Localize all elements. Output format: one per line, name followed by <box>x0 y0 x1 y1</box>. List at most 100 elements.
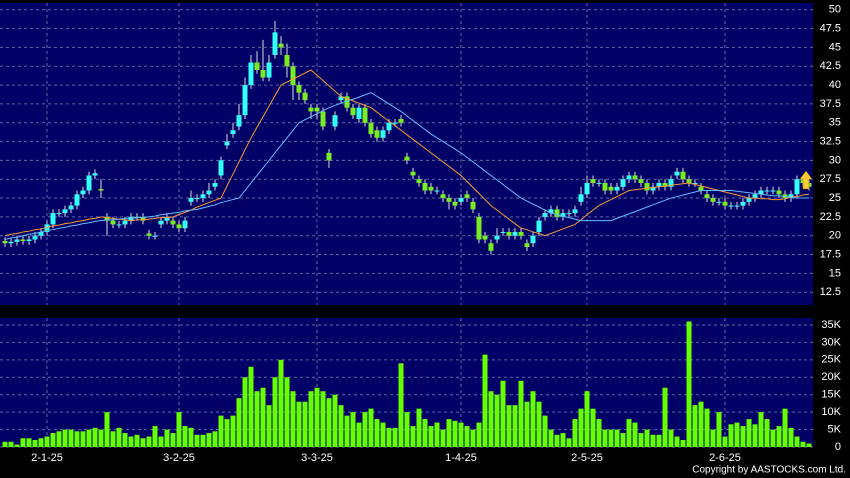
volume-bar <box>8 441 14 447</box>
candle-body <box>458 198 464 202</box>
volume-bar <box>416 408 422 447</box>
candle-body <box>710 198 716 202</box>
candle-body <box>524 243 530 248</box>
volume-bar <box>374 419 380 447</box>
candle-body <box>734 205 740 207</box>
volume-bar <box>248 366 254 447</box>
y-tick-label: 37.5 <box>820 98 841 110</box>
candle-body <box>764 190 770 192</box>
volume-bar <box>200 434 206 447</box>
candle-body <box>626 175 632 180</box>
volume-bar <box>458 422 464 447</box>
volume-bar <box>146 436 152 447</box>
volume-bar <box>26 438 32 447</box>
moving-average-line <box>4 92 809 240</box>
plot-layer: 12.5 15 17.5 20 22.5 25 27.5 30 32.5 35 37.5 40 42.5… <box>0 3 842 464</box>
volume-bar <box>320 391 326 447</box>
candle-body <box>530 235 536 244</box>
x-tick-label: 2-6-25 <box>709 452 741 464</box>
y-tick-label: 12.5 <box>820 286 841 298</box>
volume-bar <box>482 354 488 447</box>
volume-bar <box>500 380 506 447</box>
y-tick-label: 22.5 <box>820 211 841 223</box>
volume-bar <box>752 424 758 447</box>
volume-bar <box>476 422 482 447</box>
volume-bar <box>560 433 566 447</box>
y-tick-label: 5K <box>828 423 842 435</box>
candle-body <box>350 107 356 116</box>
candle-body <box>104 216 110 221</box>
candle-body <box>440 194 446 199</box>
candle-body <box>398 118 404 123</box>
volume-bar <box>224 419 230 447</box>
volume-bar <box>704 408 710 447</box>
candle-body <box>500 231 506 233</box>
volume-bar <box>260 387 266 447</box>
candle-body <box>356 107 362 119</box>
volume-bar <box>656 434 662 447</box>
candle-body <box>554 209 560 217</box>
x-tick-label: 2-5-25 <box>571 452 603 464</box>
candle-body <box>62 209 68 214</box>
volume-bar <box>68 429 74 447</box>
candle-body <box>602 182 608 191</box>
volume-bar <box>632 422 638 447</box>
volume-bar <box>566 438 572 447</box>
volume-bar <box>188 427 194 447</box>
candle-body <box>380 130 386 138</box>
candle-body <box>344 96 350 108</box>
candle-body <box>8 241 14 244</box>
volume-bar <box>152 426 158 447</box>
volume-bar <box>662 387 668 447</box>
candle-body <box>140 216 146 221</box>
candle-body <box>296 85 302 93</box>
volume-bar <box>602 429 608 447</box>
candle-body <box>776 190 782 195</box>
volume-bar <box>590 408 596 447</box>
candle-body <box>80 190 86 195</box>
candle-body <box>716 201 722 203</box>
volume-bar <box>464 426 470 447</box>
volume-bar <box>674 436 680 447</box>
x-tick-label: 3-3-25 <box>301 452 333 464</box>
candle-body <box>470 201 476 210</box>
volume-bar <box>20 438 26 447</box>
candle-body <box>548 209 554 214</box>
volume-bar <box>230 415 236 447</box>
candle-body <box>656 182 662 187</box>
volume-bar <box>2 441 8 447</box>
volume-bar <box>794 436 800 447</box>
volume-bar <box>680 440 686 447</box>
y-tick-label: 20K <box>821 371 841 383</box>
volume-bar <box>746 419 752 447</box>
volume-bar <box>134 434 140 447</box>
volume-bar <box>770 429 776 447</box>
volume-bar <box>776 426 782 447</box>
candle-body <box>650 186 656 191</box>
candle-body <box>242 85 248 116</box>
volume-bar <box>296 401 302 447</box>
volume-bar <box>722 436 728 447</box>
volume-bar <box>620 433 626 447</box>
candle-body <box>674 171 680 176</box>
y-tick-label: 25 <box>829 192 841 204</box>
candle-body <box>50 213 56 225</box>
candle-body <box>266 62 272 78</box>
y-tick-label: 17.5 <box>820 248 841 260</box>
volume-bar <box>530 391 536 447</box>
candle-body <box>68 205 74 210</box>
volume-bar <box>80 431 86 447</box>
volume-bar <box>644 429 650 447</box>
volume-bar <box>74 431 80 447</box>
volume-bar <box>428 426 434 447</box>
candle-body <box>302 92 308 101</box>
volume-bar <box>92 427 98 447</box>
candle-body <box>218 160 224 176</box>
volume-bar <box>614 429 620 447</box>
candle-body <box>446 198 452 202</box>
candle-body <box>644 182 650 191</box>
volume-bar <box>800 441 806 447</box>
candle-body <box>692 182 698 184</box>
candle-body <box>146 233 152 236</box>
volume-bar <box>470 429 476 447</box>
